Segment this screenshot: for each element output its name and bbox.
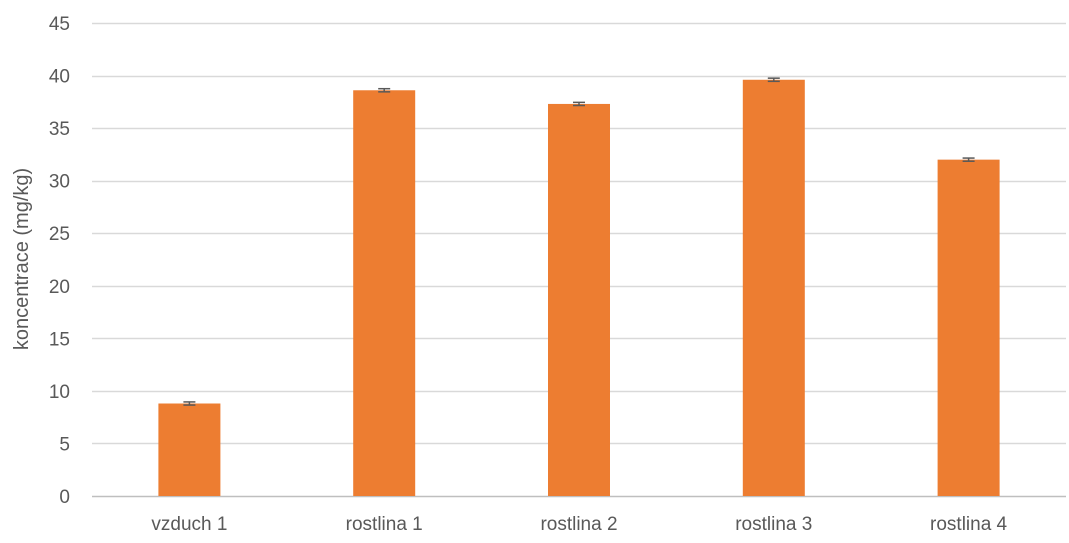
error-bars <box>183 77 975 406</box>
x-tick-label: rostlina 4 <box>930 514 1008 535</box>
y-axis-ticks: 0 5 10 15 20 25 30 35 40 45 <box>49 14 70 508</box>
y-tick-label: 5 <box>59 434 70 455</box>
x-tick-label: rostlina 3 <box>735 514 812 535</box>
bar-rostlina-1 <box>353 90 416 496</box>
y-tick-label: 25 <box>49 224 70 245</box>
bar-rostlina-4 <box>937 159 1000 496</box>
y-tick-label: 10 <box>49 382 70 403</box>
bars <box>158 79 1000 497</box>
y-tick-label: 15 <box>49 329 70 350</box>
y-tick-label: 45 <box>49 14 70 35</box>
x-tick-label: rostlina 1 <box>346 514 423 535</box>
bar-rostlina-3 <box>742 79 805 496</box>
y-tick-label: 40 <box>49 67 70 88</box>
y-tick-label: 35 <box>49 119 70 140</box>
x-axis-ticks: vzduch 1 rostlina 1 rostlina 2 rostlina 3 ro… <box>151 514 1007 535</box>
x-tick-label: vzduch 1 <box>151 514 227 535</box>
y-tick-label: 0 <box>59 487 70 508</box>
bar-rostlina-2 <box>548 103 610 497</box>
bar-vzduch-1 <box>158 403 221 496</box>
x-tick-label: rostlina 2 <box>540 514 617 535</box>
y-axis-label: koncentrace (mg/kg) <box>11 168 33 350</box>
y-tick-label: 20 <box>49 277 70 298</box>
y-tick-label: 30 <box>49 172 70 193</box>
